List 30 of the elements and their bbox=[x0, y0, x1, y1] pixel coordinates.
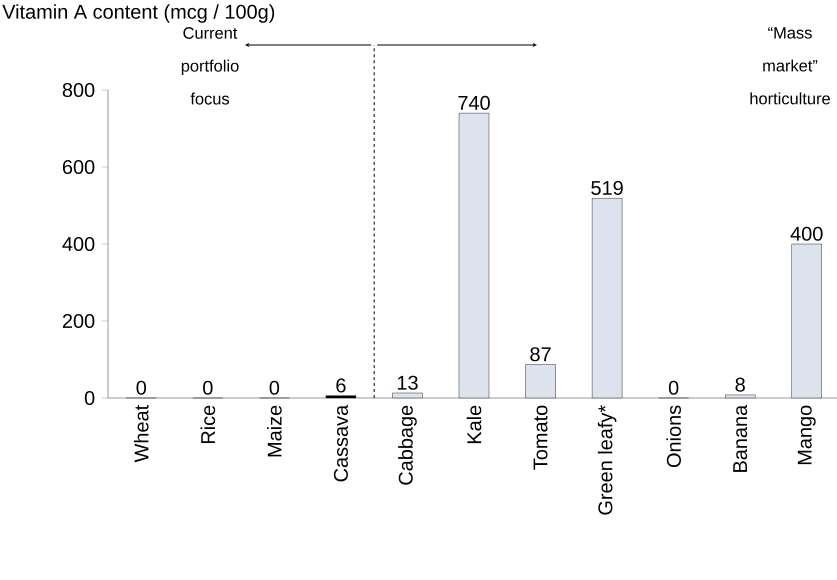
x-tick-label: Cassava bbox=[334, 404, 348, 482]
y-tick-label: 600 bbox=[62, 160, 94, 174]
text: Current portfolio focus bbox=[182, 27, 239, 105]
x-tick-label: Wheat bbox=[134, 404, 149, 462]
data-label: 0 bbox=[270, 380, 280, 395]
y-tick-label: 200 bbox=[62, 314, 94, 328]
y-tick-label: 800 bbox=[62, 82, 94, 98]
data-label: 8 bbox=[736, 378, 745, 392]
data-label: 0 bbox=[136, 380, 146, 395]
y-tick-label: 0 bbox=[84, 390, 94, 406]
data-label: 87 bbox=[530, 347, 551, 362]
x-tick-label: Green leafy* bbox=[598, 405, 616, 515]
data-label: 0 bbox=[203, 380, 213, 395]
data-label: 13 bbox=[398, 376, 418, 390]
x-tick-label: Cabbage bbox=[398, 406, 417, 485]
x-tick-label: Rice bbox=[200, 406, 216, 444]
text: “Mass market” horticulture bbox=[750, 27, 830, 104]
data-label: 740 bbox=[458, 96, 490, 110]
y-tick-label: 400 bbox=[62, 236, 94, 252]
y-axis-title: Vitamin A content (mcg / 100g) bbox=[2, 4, 274, 23]
data-label: 0 bbox=[668, 380, 678, 395]
data-label: 400 bbox=[790, 226, 823, 241]
x-tick-label: Mango bbox=[798, 406, 816, 464]
x-tick-label: Banana bbox=[733, 404, 748, 472]
data-label: 519 bbox=[591, 180, 623, 195]
x-tick-label: Tomato bbox=[534, 406, 548, 470]
data-label: 6 bbox=[336, 378, 346, 392]
x-tick-label: Onions bbox=[666, 406, 681, 468]
x-tick-label: Maize bbox=[267, 406, 282, 456]
x-tick-label: Kale bbox=[466, 406, 482, 444]
